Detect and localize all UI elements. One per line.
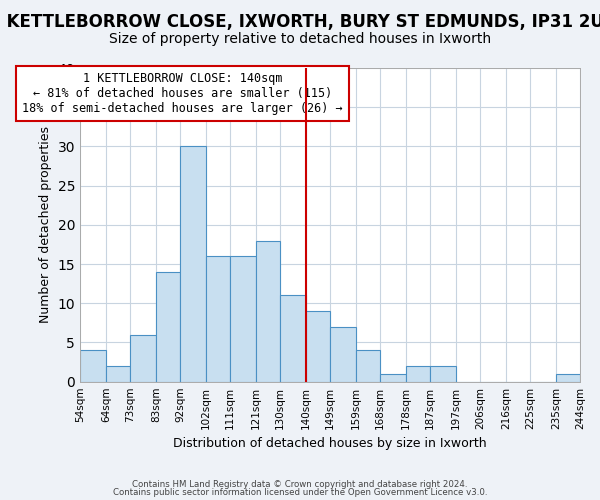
Bar bbox=[406, 366, 430, 382]
Text: Contains HM Land Registry data © Crown copyright and database right 2024.: Contains HM Land Registry data © Crown c… bbox=[132, 480, 468, 489]
Bar bbox=[180, 146, 206, 382]
Bar bbox=[130, 334, 156, 382]
Bar bbox=[230, 256, 256, 382]
Bar bbox=[156, 272, 180, 382]
Text: 1, KETTLEBORROW CLOSE, IXWORTH, BURY ST EDMUNDS, IP31 2UN: 1, KETTLEBORROW CLOSE, IXWORTH, BURY ST … bbox=[0, 12, 600, 30]
Bar bbox=[330, 327, 356, 382]
Bar bbox=[256, 240, 280, 382]
Bar bbox=[380, 374, 406, 382]
Bar bbox=[80, 350, 106, 382]
Bar bbox=[206, 256, 230, 382]
Bar bbox=[306, 311, 330, 382]
Y-axis label: Number of detached properties: Number of detached properties bbox=[39, 126, 52, 324]
Text: Contains public sector information licensed under the Open Government Licence v3: Contains public sector information licen… bbox=[113, 488, 487, 497]
X-axis label: Distribution of detached houses by size in Ixworth: Distribution of detached houses by size … bbox=[173, 437, 487, 450]
Bar bbox=[280, 296, 306, 382]
Text: Size of property relative to detached houses in Ixworth: Size of property relative to detached ho… bbox=[109, 32, 491, 46]
Bar bbox=[356, 350, 380, 382]
Bar bbox=[430, 366, 456, 382]
Bar bbox=[106, 366, 130, 382]
Text: 1 KETTLEBORROW CLOSE: 140sqm
← 81% of detached houses are smaller (115)
18% of s: 1 KETTLEBORROW CLOSE: 140sqm ← 81% of de… bbox=[22, 72, 343, 115]
Bar bbox=[556, 374, 580, 382]
